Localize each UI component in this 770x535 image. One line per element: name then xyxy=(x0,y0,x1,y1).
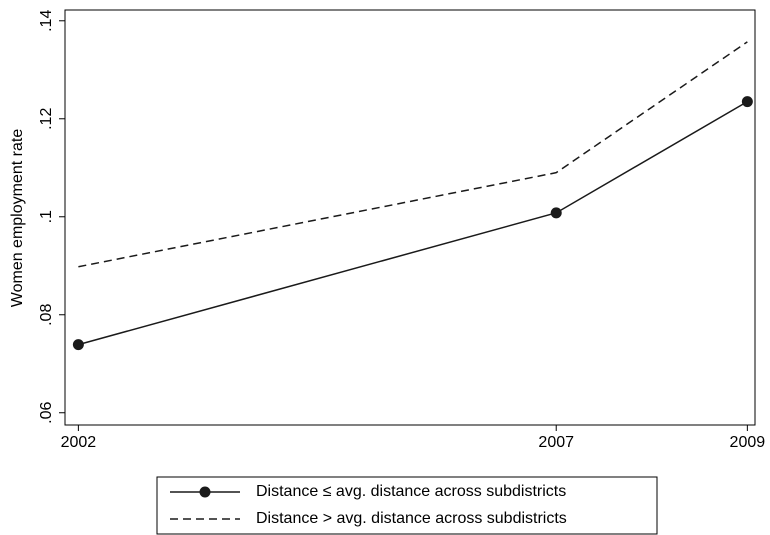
y-tick-label: .06 xyxy=(38,402,55,424)
legend-label: Distance > avg. distance across subdistr… xyxy=(256,510,567,527)
y-axis-label: Women employment rate xyxy=(9,129,26,308)
legend-marker xyxy=(199,486,211,498)
legend-box xyxy=(156,476,658,535)
series-line xyxy=(78,41,748,268)
series-marker xyxy=(550,207,562,219)
y-tick-label: .1 xyxy=(38,210,55,223)
series-marker xyxy=(72,339,84,351)
legend-label: Distance ≤ avg. distance across subdistr… xyxy=(256,483,566,500)
series-line xyxy=(78,100,748,346)
plot-frame xyxy=(64,9,756,426)
x-tick-label: 2007 xyxy=(538,434,574,451)
y-tick-label: .14 xyxy=(38,10,55,32)
y-tick-label: .08 xyxy=(38,304,55,326)
x-tick-label: 2002 xyxy=(61,434,97,451)
x-tick-label: 2009 xyxy=(730,434,766,451)
series-marker xyxy=(741,96,753,108)
y-tick-label: .12 xyxy=(38,108,55,130)
